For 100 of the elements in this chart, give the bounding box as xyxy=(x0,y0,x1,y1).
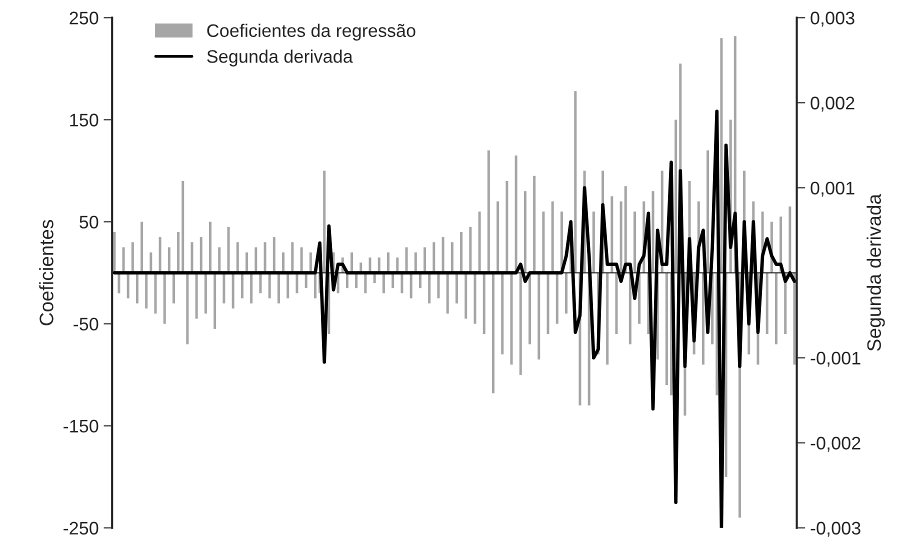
bar xyxy=(615,272,618,334)
bar xyxy=(624,186,627,273)
bar xyxy=(606,272,609,365)
y-tick-label: 250 xyxy=(70,12,98,24)
bar xyxy=(200,237,202,273)
bar xyxy=(514,155,518,273)
bar xyxy=(464,272,468,319)
bar xyxy=(551,201,554,273)
bar xyxy=(131,242,134,273)
bar xyxy=(227,226,230,273)
bar xyxy=(533,176,536,273)
bar xyxy=(428,272,431,304)
y2-axis-title: Segunda derivada xyxy=(866,194,885,351)
bar xyxy=(314,272,316,298)
legend-label: Coeficientes da regressão xyxy=(207,24,416,41)
bar xyxy=(387,252,390,273)
bar xyxy=(510,272,513,365)
bar xyxy=(702,272,704,365)
y-axis-title: Coeficientes xyxy=(39,220,54,326)
bar xyxy=(405,247,408,273)
y2-tick-label: -0,002 xyxy=(810,436,860,452)
bar xyxy=(113,232,116,273)
bar xyxy=(469,226,472,273)
bar xyxy=(268,272,271,298)
bar xyxy=(474,272,476,324)
bar xyxy=(506,180,508,273)
bar xyxy=(665,272,668,386)
bar xyxy=(286,272,290,298)
bar xyxy=(410,272,412,298)
bar xyxy=(208,222,212,273)
bar xyxy=(674,120,678,273)
bar xyxy=(154,272,157,314)
bar xyxy=(264,242,266,273)
bar xyxy=(766,272,768,334)
bar xyxy=(793,272,796,365)
bar xyxy=(706,150,710,273)
bar xyxy=(309,252,312,273)
bar xyxy=(259,272,262,294)
bar xyxy=(364,272,367,294)
y2-tick-label: 0,002 xyxy=(810,96,854,112)
bar xyxy=(446,272,449,314)
bar xyxy=(168,247,170,273)
bar xyxy=(482,272,486,334)
bar xyxy=(145,272,148,309)
bar xyxy=(633,212,636,273)
bar xyxy=(232,272,234,309)
bar xyxy=(350,252,353,273)
line-series xyxy=(112,110,796,528)
bar xyxy=(140,222,144,273)
bar xyxy=(524,191,526,273)
bar xyxy=(424,247,426,273)
bar xyxy=(296,272,298,294)
bar xyxy=(240,272,244,298)
bar xyxy=(538,272,540,360)
bar xyxy=(218,247,221,273)
bar xyxy=(150,252,152,273)
bar xyxy=(236,242,239,273)
bar xyxy=(250,272,253,304)
bar xyxy=(163,272,166,324)
bar xyxy=(487,150,490,273)
bar xyxy=(542,212,545,273)
bar xyxy=(450,242,454,273)
bar xyxy=(519,272,522,375)
y-tick-label: -250 xyxy=(64,522,98,535)
y-tick-label: 150 xyxy=(70,114,98,126)
bar xyxy=(277,272,280,304)
bar xyxy=(282,252,285,273)
bar xyxy=(442,237,444,273)
bar xyxy=(620,201,622,273)
bar xyxy=(460,232,463,273)
bar xyxy=(323,170,326,273)
y2-tick-label: 0,003 xyxy=(810,12,854,27)
bar xyxy=(186,272,189,344)
bar xyxy=(382,272,385,294)
bar xyxy=(546,272,550,334)
bar xyxy=(204,272,207,314)
bar xyxy=(592,212,595,273)
bar xyxy=(246,252,248,273)
bar xyxy=(254,247,258,273)
bar xyxy=(118,272,120,294)
bar xyxy=(574,91,577,273)
y2-tick-label: 0,001 xyxy=(810,182,854,197)
y2-tick-label: -0,003 xyxy=(810,522,860,537)
bar xyxy=(432,242,436,273)
bar xyxy=(638,272,641,324)
bar xyxy=(195,272,198,319)
bar xyxy=(122,247,125,273)
bar xyxy=(190,242,194,273)
bar xyxy=(610,196,614,273)
bar xyxy=(136,272,138,304)
bar xyxy=(222,272,226,304)
bar xyxy=(501,272,504,354)
legend-label: Segunda derivada xyxy=(207,50,353,66)
bar xyxy=(414,252,417,273)
bar xyxy=(158,237,162,273)
y-tick-label: -50 xyxy=(74,318,98,331)
bar xyxy=(172,272,175,304)
bar xyxy=(774,272,778,344)
bar xyxy=(628,272,632,344)
bar xyxy=(652,191,654,273)
